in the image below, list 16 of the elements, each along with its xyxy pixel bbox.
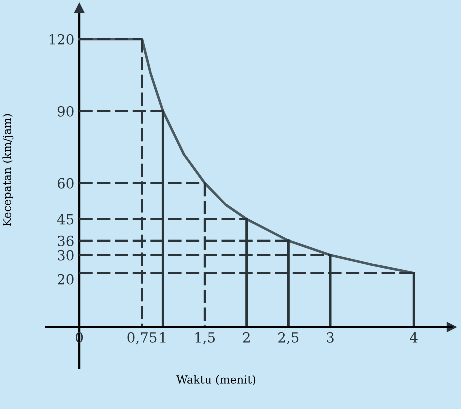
x-tick-label: 0,75 (128, 332, 157, 345)
y-axis-title: Kecepatan (km/jam) (2, 114, 14, 226)
x-tick-label: 1,5 (196, 332, 215, 345)
y-tick-label: 90 (58, 106, 74, 117)
x-tick-label: 3 (327, 332, 334, 343)
y-tick-label: 36 (58, 236, 74, 246)
x-tick-label: 1 (160, 332, 166, 343)
y-tick-label: 45 (57, 214, 74, 225)
x-tick-label: 2 (243, 332, 250, 343)
x-tick-label: 2,5 (278, 332, 299, 345)
y-tick-label: 60 (58, 178, 74, 189)
x-axis-title: Waktu (menit) (176, 375, 256, 386)
y-tick-label: 30 (58, 250, 74, 261)
x-tick-label: 4 (410, 332, 418, 343)
y-tick-label: 120 (50, 34, 74, 45)
y-tick-label: 20 (58, 274, 74, 285)
